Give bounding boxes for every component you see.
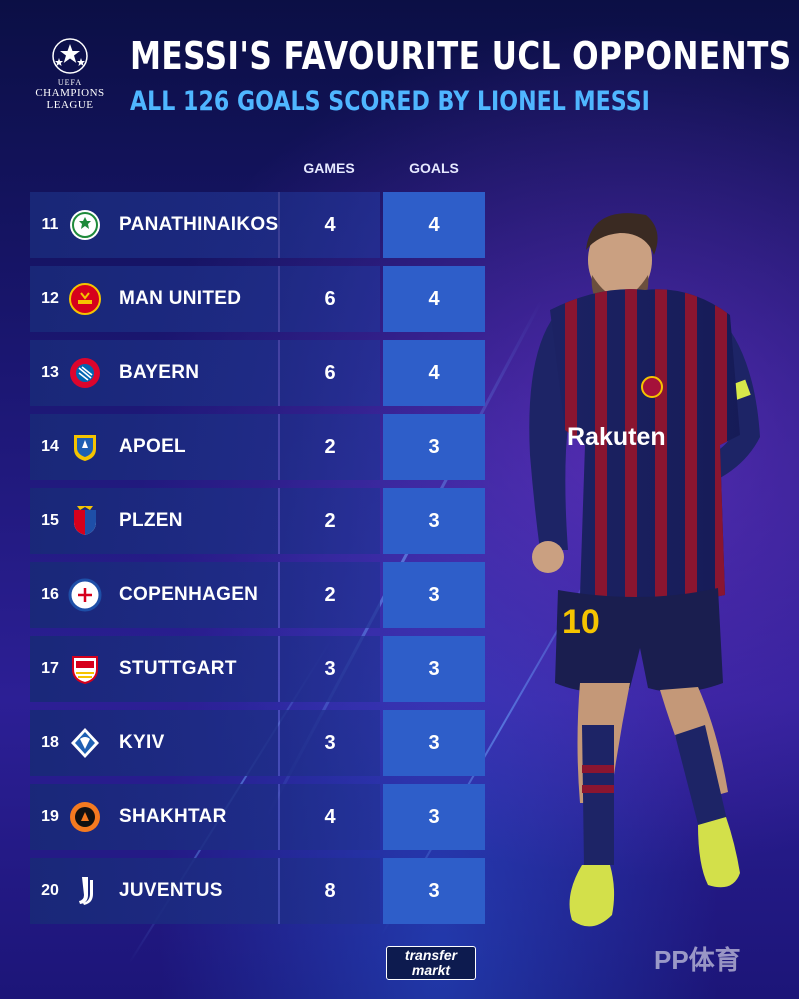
goals-column-header: GOALS — [409, 160, 459, 176]
rank-number: 20 — [41, 882, 59, 899]
games-value: 6 — [324, 288, 336, 310]
panathinaikos-crest-icon — [68, 208, 102, 242]
goals-value: 3 — [428, 880, 440, 902]
goals-value: 3 — [428, 436, 440, 458]
shirt-sponsor: Rakuten — [567, 423, 666, 451]
rank-number: 14 — [41, 438, 59, 455]
man-united-crest-icon — [68, 282, 102, 316]
rank-number: 15 — [41, 512, 59, 529]
games-value: 2 — [324, 584, 336, 606]
club-name: PLZEN — [119, 510, 183, 531]
games-value: 2 — [324, 436, 336, 458]
goals-value: 3 — [428, 732, 440, 754]
page-title: MESSI'S FAVOURITE UCL OPPONENTS — [130, 34, 792, 78]
transfermarkt-logo: transfer markt — [386, 946, 476, 980]
table-row: 17 STUTTGART 3 3 — [30, 636, 485, 702]
shakhtar-crest-icon — [68, 800, 102, 834]
games-column-header: GAMES — [303, 160, 355, 176]
games-value: 4 — [324, 214, 336, 236]
games-value: 3 — [324, 732, 336, 754]
stuttgart-crest-icon — [68, 652, 102, 686]
games-value: 6 — [324, 362, 336, 384]
plzen-crest-icon — [68, 504, 102, 538]
copenhagen-crest-icon — [68, 578, 102, 612]
kyiv-crest-icon — [68, 726, 102, 760]
pptv-watermark: PP体育 — [654, 945, 741, 975]
goals-value: 3 — [428, 806, 440, 828]
table-row: 14 APOEL 2 3 — [30, 414, 485, 480]
games-value: 2 — [324, 510, 336, 532]
club-name: KYIV — [119, 732, 165, 753]
goals-value: 3 — [428, 510, 440, 532]
player-photo: Rakuten 10 — [510, 205, 770, 935]
club-name: STUTTGART — [119, 658, 237, 679]
transfermarkt-logo-line1: transfer — [404, 947, 458, 963]
club-name: COPENHAGEN — [119, 584, 259, 605]
club-name: MAN UNITED — [119, 288, 242, 309]
table-row: 18 KYIV 3 3 — [30, 710, 485, 776]
goals-value: 4 — [428, 362, 440, 384]
club-name: SHAKHTAR — [119, 806, 227, 827]
goals-value: 3 — [428, 658, 440, 680]
table-row: 13 BAYERN 6 4 — [30, 340, 485, 406]
rank-number: 18 — [41, 734, 59, 751]
logo-champions-text: CHAMPIONS — [35, 87, 105, 99]
games-value: 4 — [324, 806, 336, 828]
rank-number: 12 — [41, 290, 59, 307]
goals-value: 4 — [428, 214, 440, 236]
juventus-crest-icon — [68, 874, 102, 908]
starball-icon — [50, 36, 90, 76]
bayern-crest-icon — [68, 356, 102, 390]
page-subtitle: ALL 126 GOALS SCORED BY LIONEL MESSI — [130, 86, 650, 117]
apoel-crest-icon — [68, 430, 102, 464]
table-row: 11 PANATHINAIKOS 4 4 — [30, 192, 485, 258]
club-name: APOEL — [119, 436, 186, 457]
rank-number: 13 — [41, 364, 59, 381]
table-row: 15 PLZEN 2 3 — [30, 488, 485, 554]
table-row: 12 MAN UNITED 6 4 — [30, 266, 485, 332]
games-value: 3 — [324, 658, 336, 680]
club-name: BAYERN — [119, 362, 200, 383]
goals-value: 3 — [428, 584, 440, 606]
logo-league-text: LEAGUE — [46, 99, 94, 111]
champions-league-logo: UEFA CHAMPIONS LEAGUE — [20, 36, 120, 111]
club-name: JUVENTUS — [119, 880, 223, 901]
games-value: 8 — [324, 880, 336, 902]
rank-number: 11 — [41, 216, 59, 233]
rank-number: 17 — [41, 660, 59, 677]
table-row: 20 JUVENTUS 8 3 — [30, 858, 485, 924]
transfermarkt-logo-line2: markt — [411, 962, 451, 978]
club-name: PANATHINAIKOS — [119, 214, 279, 235]
shorts-number: 10 — [562, 603, 600, 641]
rank-number: 19 — [41, 808, 59, 825]
logo-uefa-text: UEFA — [57, 78, 83, 87]
table-row: 19 SHAKHTAR 4 3 — [30, 784, 485, 850]
table-row: 16 COPENHAGEN 2 3 — [30, 562, 485, 628]
goals-value: 4 — [428, 288, 440, 310]
rank-number: 16 — [41, 586, 59, 603]
